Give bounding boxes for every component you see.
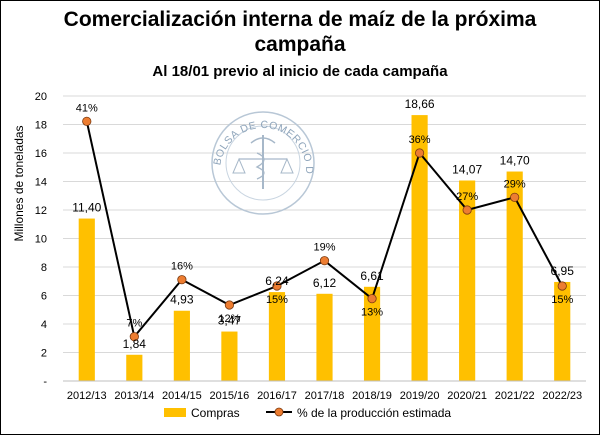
bar-value-label: 4,93 bbox=[170, 293, 194, 307]
bar-2012/13 bbox=[78, 218, 95, 381]
percent-label: 27% bbox=[456, 191, 478, 203]
y-axis-title: Millones de toneladas bbox=[12, 125, 26, 241]
percent-marker-2015/16 bbox=[224, 300, 235, 310]
percent-label: 29% bbox=[504, 178, 526, 190]
percent-marker-2021/22 bbox=[510, 192, 520, 202]
percent-marker-2018/19 bbox=[367, 294, 377, 304]
y-tick-label: 14 bbox=[35, 177, 47, 189]
percent-label: 36% bbox=[409, 134, 431, 146]
legend-label-compras: Compras bbox=[191, 406, 240, 420]
bar-2013/14 bbox=[126, 354, 143, 381]
bar-2017/18 bbox=[316, 293, 333, 381]
percent-label: 13% bbox=[361, 307, 383, 319]
percent-marker-2022/23 bbox=[557, 281, 567, 291]
y-tick-label: 10 bbox=[35, 234, 47, 246]
percent-marker-2012/13 bbox=[82, 116, 92, 126]
bar-value-label: 6,24 bbox=[265, 274, 289, 288]
watermark-outer-ring bbox=[211, 111, 315, 215]
bar-value-label: 14,07 bbox=[452, 163, 482, 177]
bar-series-compras bbox=[78, 115, 571, 381]
percent-marker-2013/14 bbox=[129, 332, 139, 342]
bar-2019/20 bbox=[411, 115, 428, 381]
y-tick-label: - bbox=[43, 376, 47, 388]
y-tick-label: 6 bbox=[41, 291, 47, 303]
bar-2022/23 bbox=[554, 281, 571, 381]
bar-value-label: 6,12 bbox=[313, 276, 337, 290]
scales-pan-right-icon bbox=[280, 157, 294, 174]
caduceus-wings-icon bbox=[250, 137, 276, 144]
bcr-watermark-logo: BOLSA DE COMERCIO DE ROSARIO bbox=[1, 1, 315, 215]
y-tick-label: 12 bbox=[35, 205, 47, 217]
x-tick-label: 2018/19 bbox=[352, 390, 392, 402]
bar-value-label: 18,66 bbox=[405, 97, 435, 111]
scales-pan-left-icon bbox=[232, 157, 246, 174]
y-tick-label: 18 bbox=[35, 120, 47, 132]
legend-swatch-compras bbox=[164, 408, 186, 417]
percent-label: 12% bbox=[218, 313, 240, 325]
y-tick-label: 4 bbox=[41, 319, 47, 331]
x-tick-label: 2013/14 bbox=[114, 390, 154, 402]
percent-marker-2014/15 bbox=[177, 275, 187, 285]
caduceus-snake-icon bbox=[255, 152, 265, 180]
bar-2020/21 bbox=[459, 180, 476, 381]
percent-marker-2016/17 bbox=[272, 281, 282, 291]
percent-label: 15% bbox=[266, 294, 288, 306]
x-tick-label: 2012/13 bbox=[67, 390, 107, 402]
percent-label: 7% bbox=[126, 318, 142, 330]
x-tick-label: 2019/20 bbox=[400, 390, 440, 402]
bar-2014/15 bbox=[173, 310, 190, 381]
bar-2018/19 bbox=[363, 286, 381, 381]
legend: Compras % de la producción estimada bbox=[164, 406, 451, 420]
bar-2015/16 bbox=[221, 331, 238, 381]
bar-value-label: 6,61 bbox=[360, 269, 384, 283]
bar-2016/17 bbox=[268, 292, 286, 381]
x-tick-label: 2020/21 bbox=[447, 390, 487, 402]
bar-value-label: 11,40 bbox=[72, 201, 101, 215]
percent-marker-2019/20 bbox=[414, 148, 425, 158]
y-tick-label: 16 bbox=[35, 148, 47, 160]
watermark-inner-ring bbox=[225, 125, 301, 201]
percent-label: 15% bbox=[551, 294, 573, 306]
bar-value-label: 14,70 bbox=[500, 154, 530, 168]
x-tick-label: 2017/18 bbox=[305, 390, 345, 402]
chart-title-continuation: campaña bbox=[254, 33, 346, 56]
y-tick-label: 2 bbox=[41, 348, 47, 360]
line-series-percent bbox=[82, 116, 567, 342]
percent-label: 41% bbox=[76, 102, 98, 114]
percent-marker-2020/21 bbox=[462, 205, 472, 215]
percent-marker-2017/18 bbox=[319, 256, 330, 266]
legend-swatch-marker bbox=[274, 407, 284, 417]
y-tick-label: 8 bbox=[41, 262, 47, 274]
y-tick-label: 20 bbox=[35, 91, 47, 103]
chart-subtitle: Al 18/01 previo al inicio de cada campañ… bbox=[152, 63, 448, 80]
watermark-text: BOLSA DE COMERCIO DE ROSARIO bbox=[1, 1, 315, 174]
legend-label-percent: % de la producción estimada bbox=[297, 406, 451, 420]
chart-title: Comercialización interna de maíz de la p… bbox=[63, 8, 537, 31]
x-tick-label: 2016/17 bbox=[257, 390, 297, 402]
bar-value-label: 6,95 bbox=[551, 264, 575, 278]
bar-2021/22 bbox=[506, 171, 523, 381]
x-tick-label: 2022/23 bbox=[542, 390, 582, 402]
x-tick-label: 2021/22 bbox=[495, 390, 535, 402]
data-labels: 11,40 1,84 4,93 3,47 6,24 6,12 6,61 18,66 14,07 1… bbox=[72, 97, 574, 351]
x-tick-label: 2014/15 bbox=[162, 390, 202, 402]
percent-label: 19% bbox=[313, 242, 335, 254]
axes: - 2 4 6 8 10 12 14 16 18 20 Millones de toneladas 20… bbox=[12, 91, 586, 402]
bar-value-label: 3,47 bbox=[218, 314, 242, 328]
percent-label: 16% bbox=[171, 261, 193, 273]
x-tick-label: 2015/16 bbox=[210, 390, 250, 402]
bar-value-label: 1,84 bbox=[123, 337, 147, 351]
